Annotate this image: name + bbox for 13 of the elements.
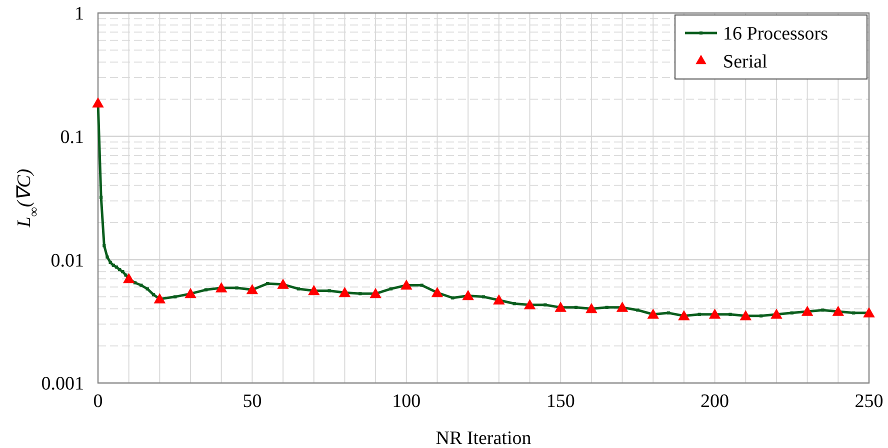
x-tick-label: 50	[242, 391, 262, 412]
y-tick-label: 0.001	[41, 374, 84, 395]
y-tick-label: 0.1	[60, 126, 84, 148]
legend-label: Serial	[723, 52, 768, 73]
y-tick-label: 0.01	[50, 250, 84, 272]
legend-label: 16 Processors	[723, 24, 828, 45]
x-tick-label: 250	[854, 391, 884, 412]
x-tick-label: 150	[546, 391, 575, 412]
x-tick-label: 0	[93, 391, 103, 412]
x-tick-label: 100	[392, 391, 421, 412]
x-tick-label: 200	[700, 391, 730, 412]
x-axis-title: NR Iteration	[436, 428, 532, 448]
y-tick-label: 1	[74, 4, 84, 25]
